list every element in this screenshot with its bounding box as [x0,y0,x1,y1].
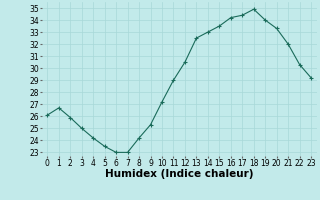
X-axis label: Humidex (Indice chaleur): Humidex (Indice chaleur) [105,169,253,179]
